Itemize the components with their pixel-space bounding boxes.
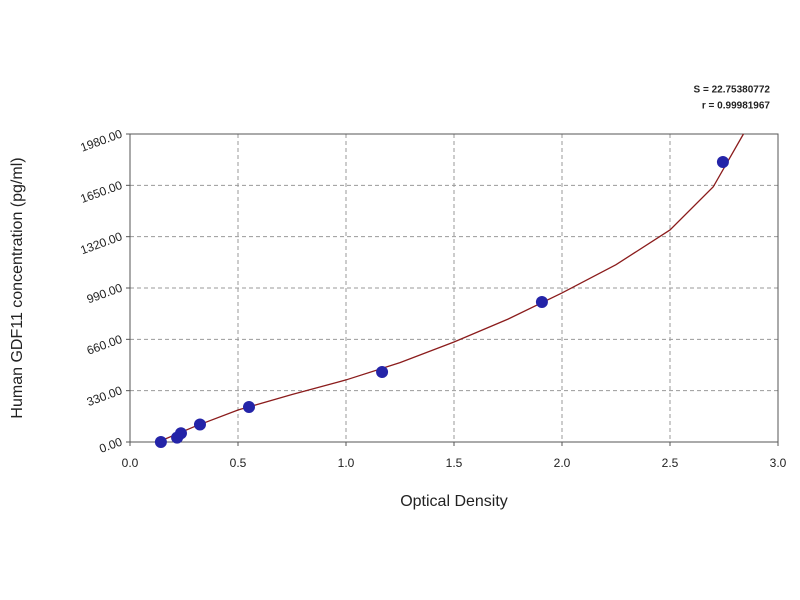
y-tick-label: 1650.00 [79,178,125,206]
data-point [174,427,187,440]
y-tick-label: 990.00 [85,281,125,307]
plot-border [129,133,779,443]
fit-curve [157,133,745,443]
x-tick-label: 0.0 [122,456,139,470]
data-point [376,366,389,378]
y-tick-label: 660.00 [85,332,125,358]
x-tick-label: 3.0 [770,456,787,470]
x-tick-label: 2.5 [662,456,679,470]
x-tick-label: 2.0 [554,456,571,470]
x-tick-label: 0.5 [230,456,247,470]
data-point [535,296,548,308]
y-tick-label: 330.00 [85,383,125,409]
data-point [193,418,206,431]
x-tick-label: 1.0 [338,456,355,470]
annotation: r = 0.99981967 [702,101,771,112]
x-tick-label: 1.5 [446,456,463,470]
y-axis-title: Human GDF11 concentration (pg/ml) [9,157,26,418]
x-axis-title: Optical Density [400,493,508,510]
data-point [716,156,729,168]
data-point [243,401,256,413]
data-point [154,436,167,448]
y-tick-label: 1320.00 [79,229,125,257]
y-tick-label: 1980.00 [79,127,125,155]
annotation: S = 22.75380772 [694,85,771,96]
y-tick-label: 0.00 [97,435,124,456]
